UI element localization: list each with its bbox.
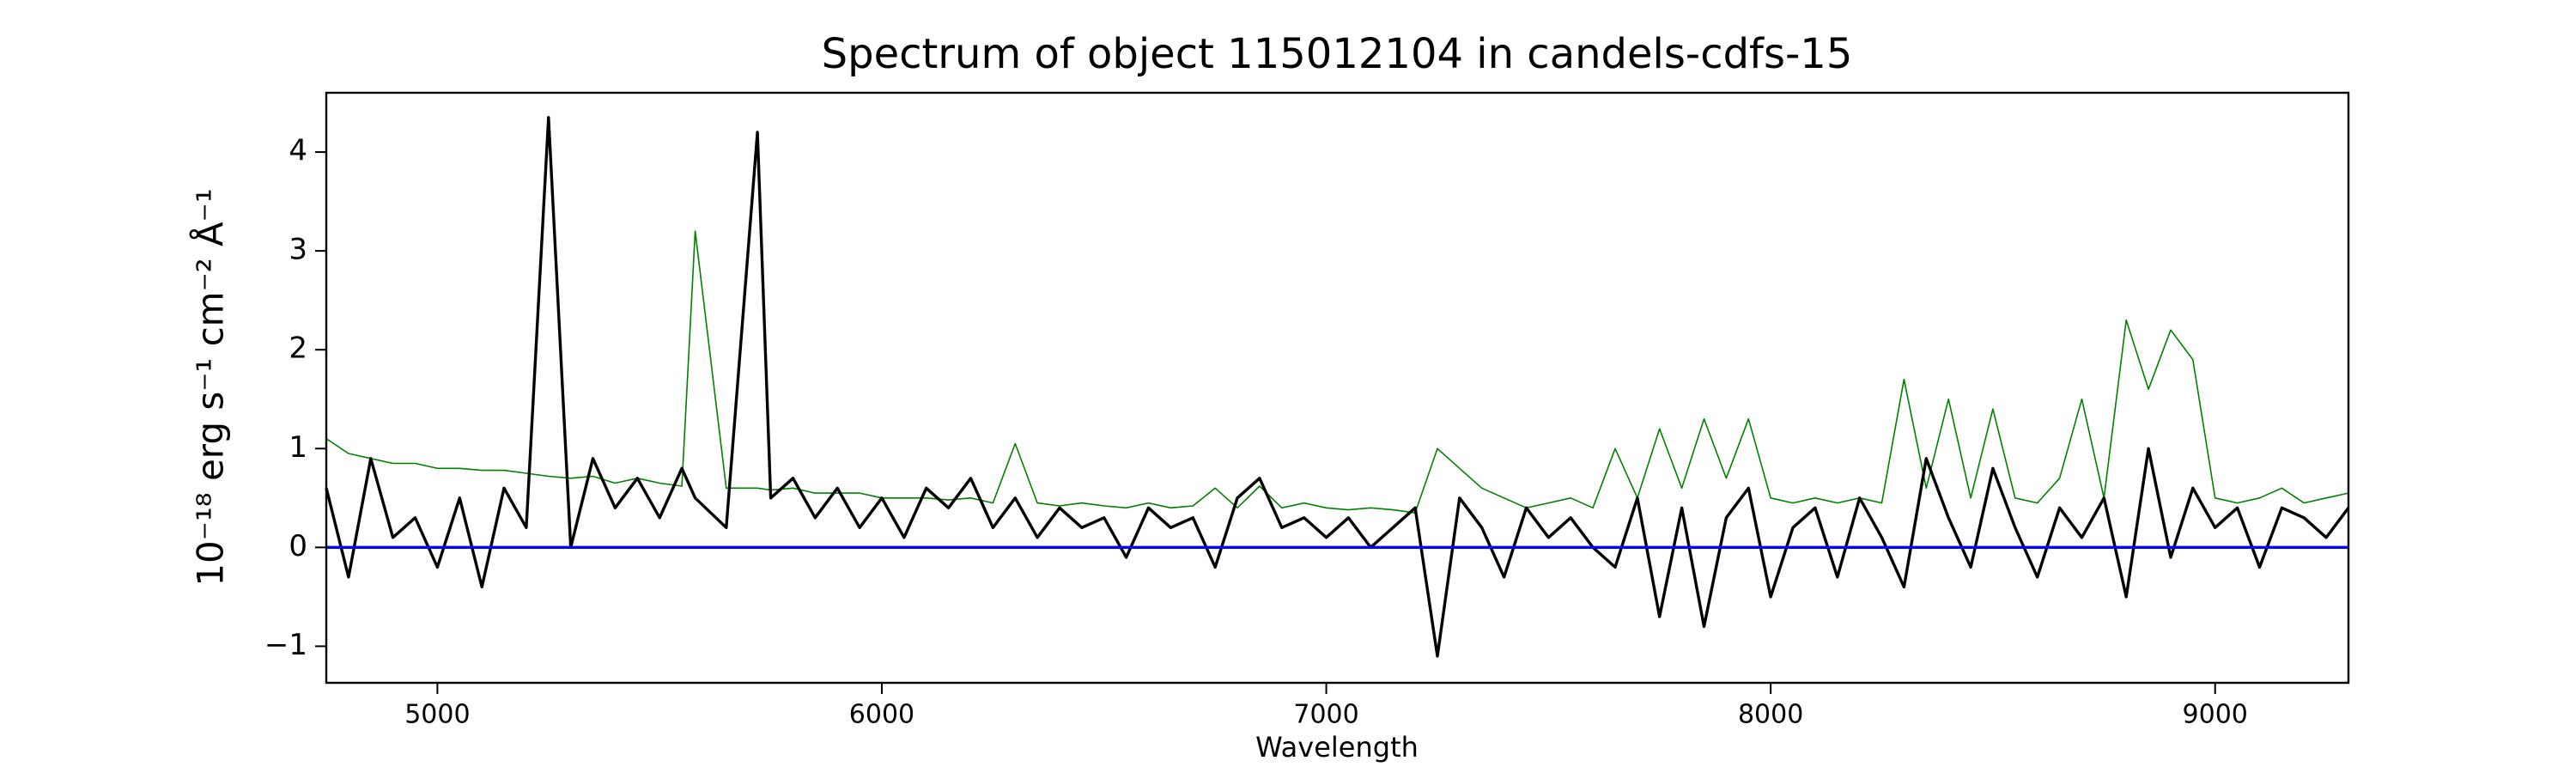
chart-title: Spectrum of object 115012104 in candels-…: [822, 30, 1853, 78]
y-tick-label: −1: [264, 628, 307, 662]
x-tick-label: 7000: [1293, 700, 1358, 730]
y-tick-label: 0: [289, 529, 307, 563]
x-axis-label: Wavelength: [1255, 731, 1419, 764]
x-tick-label: 5000: [404, 700, 470, 730]
x-tick-label: 8000: [1738, 700, 1803, 730]
series-line: [325, 116, 2350, 658]
y-tick-label: 1: [289, 430, 307, 465]
series-line: [325, 230, 2349, 514]
y-tick-label: 3: [289, 233, 307, 267]
x-tick-label: 9000: [2183, 700, 2248, 730]
y-tick-label: 2: [289, 332, 307, 366]
y-tick-label: 4: [289, 134, 307, 168]
x-tick-label: 6000: [849, 700, 914, 730]
plot-frame: [325, 91, 2350, 685]
y-axis-label: 10⁻¹⁸ erg s⁻¹ cm⁻² Å⁻¹: [189, 188, 232, 586]
